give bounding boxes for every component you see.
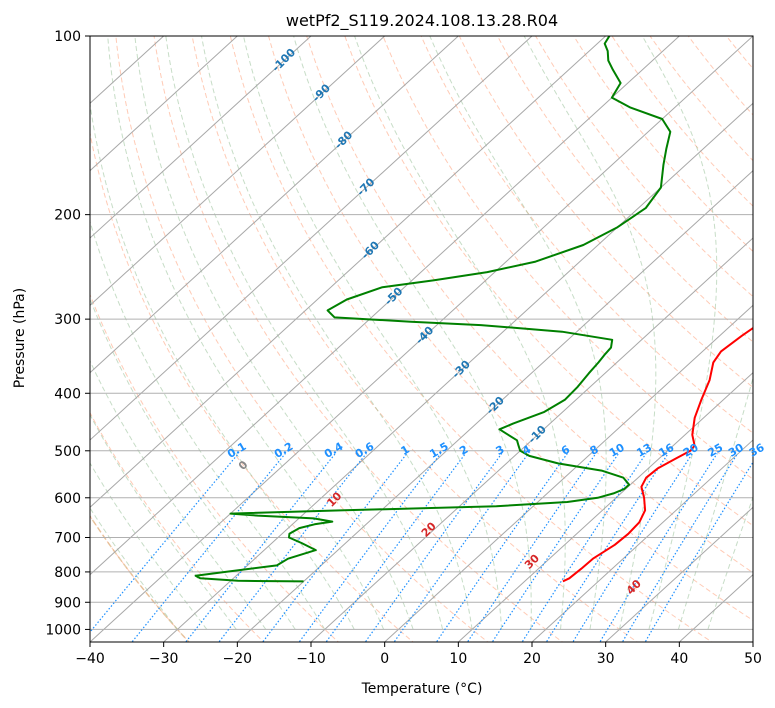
dewpoint-profile: [194, 36, 672, 583]
moist-adiabat: [200, 36, 473, 630]
moist-adiabat: [641, 36, 718, 630]
isotherm: [90, 36, 312, 239]
mixing-ratio-line: [491, 453, 620, 642]
moist-adiabat: [242, 36, 503, 630]
isotherm: [90, 36, 460, 374]
moist-adiabat: [429, 36, 607, 630]
isotherm: [90, 36, 753, 642]
moist-adiabat: [134, 36, 414, 630]
isotherm: [604, 506, 753, 642]
moist-adiabat: [523, 36, 657, 630]
dry-adiabat: [344, 36, 753, 527]
isotherm: [90, 36, 607, 509]
dry-adiabat: [535, 36, 753, 298]
moist-adiabat: [165, 36, 444, 630]
dry-adiabat: [90, 130, 414, 642]
y-tick-label: 600: [54, 491, 81, 507]
axes: −40 −30 −20 −10 0 10 20 30 40 50 100 200 300 400 500 60…: [45, 29, 762, 667]
isotherm: [310, 237, 753, 642]
x-tick-label: 40: [670, 651, 688, 667]
dry-adiabat: [153, 36, 564, 642]
moist-adiabat: [90, 297, 296, 630]
mixing-ratio-line: [131, 453, 286, 642]
moist-adiabat: [707, 495, 753, 630]
x-tick-label: 30: [597, 651, 615, 667]
isotherm: [90, 36, 386, 307]
y-tick-label: 100: [54, 29, 81, 45]
x-axis-label: Temperature (°C): [361, 681, 483, 697]
dry-adiabat: [458, 36, 753, 388]
x-tick-label: −30: [149, 651, 179, 667]
mixing-ratio-line: [521, 453, 647, 642]
isotherm: [90, 36, 239, 172]
dry-adiabat: [229, 36, 713, 642]
y-tick-label: 900: [54, 595, 81, 611]
isotherm: [90, 36, 681, 576]
mixing-ratio-line: [364, 453, 503, 642]
x-tick-label: 0: [380, 651, 389, 667]
mixing-ratio-line: [435, 453, 568, 642]
mixing-ratio-line: [545, 453, 669, 642]
y-tick-label: 1000: [45, 622, 81, 638]
moist-adiabat: [677, 375, 753, 630]
x-tick-label: −10: [296, 651, 326, 667]
temperature-profile: [562, 326, 753, 583]
mixing-ratio-line: [466, 453, 597, 642]
isotherm: [162, 102, 753, 642]
dry-adiabat: [115, 36, 489, 642]
dry-adiabat: [611, 36, 753, 207]
mixing-ratio-line: [599, 453, 718, 642]
dry-adiabat: [90, 515, 190, 642]
moist-adiabat: [90, 413, 237, 630]
dry-adiabat: [756, 26, 775, 645]
isotherm: [752, 641, 753, 642]
dry-adiabat: [420, 36, 753, 434]
y-axis-label: Pressure (hPa): [12, 288, 28, 388]
isotherm: [457, 371, 753, 642]
y-tick-label: 700: [54, 531, 81, 547]
moist-adiabat: [90, 100, 355, 630]
isotherm: [90, 36, 533, 441]
x-tick-label: −20: [223, 651, 253, 667]
dry-adiabat: [306, 36, 753, 574]
mixing-ratio-line: [298, 453, 442, 642]
y-tick-label: 300: [54, 312, 81, 328]
dry-adiabat: [649, 36, 753, 162]
mixing-ratio-line: [262, 453, 408, 642]
mixing-ratio-line: [393, 453, 529, 642]
moist-adiabat: [293, 36, 532, 630]
chart-title: wetPf2_S119.2024.108.13.28.R04: [286, 11, 558, 31]
moist-adiabat: [90, 359, 267, 630]
isotherm: [383, 304, 753, 642]
plot-layers: [90, 26, 775, 645]
mixing-ratio-line: [621, 453, 739, 642]
y-tick-label: 500: [54, 444, 81, 460]
plot-frame: [89, 35, 754, 643]
x-tick-label: 50: [744, 651, 762, 667]
y-tick-label: 400: [54, 386, 81, 402]
x-tick-label: −40: [75, 651, 105, 667]
mixing-ratio-line: [572, 453, 693, 642]
x-tick-label: 10: [449, 651, 467, 667]
dry-adiabat: [90, 411, 265, 642]
mixing-ratio-line: [325, 453, 467, 642]
moist-adiabat: [354, 36, 566, 630]
x-tick-label: 20: [523, 651, 541, 667]
y-tick-label: 800: [54, 565, 81, 581]
mixing-ratio-line: [218, 453, 367, 642]
mixing-ratio-line: [644, 461, 753, 642]
y-tick-label: 200: [54, 208, 81, 224]
isotherm: [531, 439, 753, 642]
dry-adiabat: [496, 36, 753, 343]
